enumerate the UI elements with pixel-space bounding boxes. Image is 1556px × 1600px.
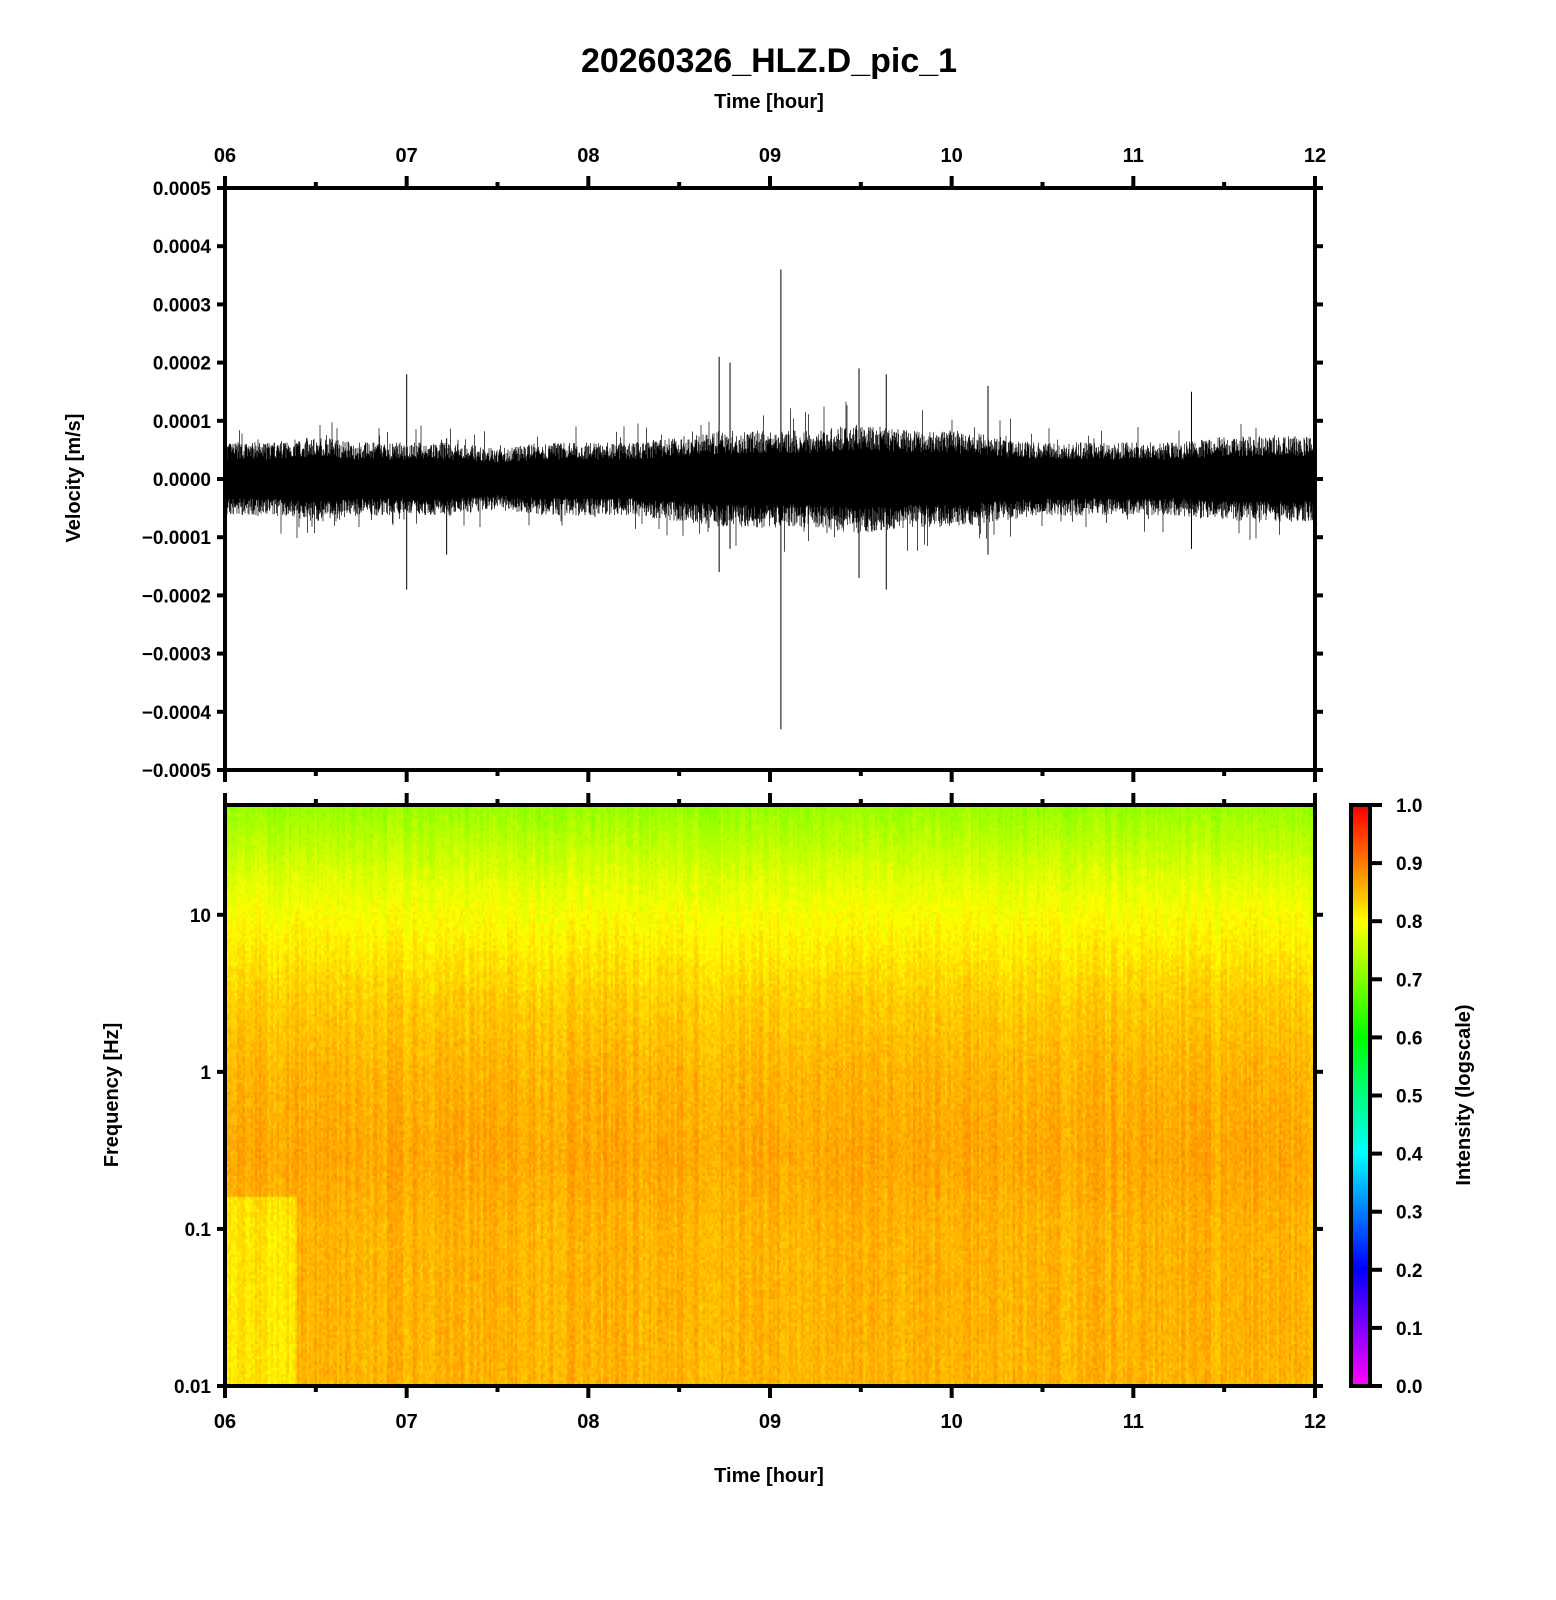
colorbar-tick-label: 0.7 <box>1396 970 1422 991</box>
bottom-x-tick-label: 11 <box>1123 1411 1144 1433</box>
velocity-tick-label: −0.0004 <box>142 703 212 724</box>
velocity-tick-label: −0.0001 <box>142 528 212 549</box>
colorbar-tick-label: 0.6 <box>1396 1028 1422 1049</box>
top-x-tick-label: 07 <box>396 145 418 167</box>
spectrogram-image <box>227 807 1313 1384</box>
colorbar-tick-label: 0.3 <box>1396 1203 1422 1224</box>
frequency-tick-label: 0.1 <box>185 1220 212 1241</box>
velocity-tick-label: 0.0001 <box>153 412 212 433</box>
top-x-axis-label: Time [hour] <box>714 91 824 113</box>
bottom-x-tick-label: 10 <box>941 1411 963 1433</box>
waveform-series <box>226 269 1314 730</box>
bottom-x-tick-label: 06 <box>214 1411 236 1433</box>
axes: 06 06 07 07 08 08 09 09 10 10 11 11 12 12 0.0005 0.0004… <box>142 145 1423 1433</box>
velocity-tick-label: 0.0000 <box>153 470 211 491</box>
colorbar-tick-label: 0.2 <box>1396 1261 1422 1282</box>
velocity-tick-label: 0.0004 <box>153 237 212 258</box>
colorbar-frame <box>1349 803 1372 1388</box>
colorbar-tick-label: 1.0 <box>1396 796 1422 817</box>
frequency-tick-label: 10 <box>190 906 211 927</box>
waveform-trace <box>226 401 1314 552</box>
velocity-tick-label: −0.0003 <box>142 645 211 666</box>
colorbar-tick-label: 0.4 <box>1396 1145 1423 1166</box>
colorbar-label: Intensity (logscale) <box>1453 1004 1475 1185</box>
velocity-tick-label: −0.0005 <box>142 761 212 782</box>
frequency-tick-label: 1 <box>200 1063 211 1084</box>
bottom-x-tick-label: 09 <box>759 1411 781 1433</box>
frequency-tick-label: 0.01 <box>174 1377 211 1398</box>
colorbar-tick-label: 0.5 <box>1396 1087 1423 1108</box>
top-x-tick-label: 09 <box>759 145 781 167</box>
bottom-x-tick-label: 12 <box>1304 1411 1326 1433</box>
velocity-tick-label: 0.0003 <box>153 295 211 316</box>
top-x-tick-label: 08 <box>577 145 599 167</box>
velocity-tick-label: −0.0002 <box>142 586 211 607</box>
bottom-x-axis-label: Time [hour] <box>714 1465 824 1487</box>
bottom-x-tick-label: 07 <box>396 1411 418 1433</box>
colorbar-tick-label: 0.0 <box>1396 1377 1422 1398</box>
top-x-tick-label: 06 <box>214 145 236 167</box>
spectrogram-plot-frame <box>223 803 1317 1388</box>
top-x-tick-label: 12 <box>1304 145 1326 167</box>
velocity-tick-label: 0.0005 <box>153 179 212 200</box>
velocity-tick-label: 0.0002 <box>153 354 211 375</box>
colorbar-tick-label: 0.9 <box>1396 854 1422 875</box>
colorbar-gradient <box>1353 807 1368 1384</box>
chart-title: 20260326_HLZ.D_pic_1 <box>581 42 957 80</box>
colorbar-tick-label: 0.8 <box>1396 912 1422 933</box>
colorbar-tick-label: 0.1 <box>1396 1319 1423 1340</box>
frequency-axis-label: Frequency [Hz] <box>101 1023 123 1167</box>
top-x-tick-label: 10 <box>941 145 963 167</box>
velocity-axis-label: Velocity [m/s] <box>63 414 85 543</box>
top-x-tick-label: 11 <box>1123 145 1144 167</box>
bottom-x-tick-label: 08 <box>577 1411 599 1433</box>
